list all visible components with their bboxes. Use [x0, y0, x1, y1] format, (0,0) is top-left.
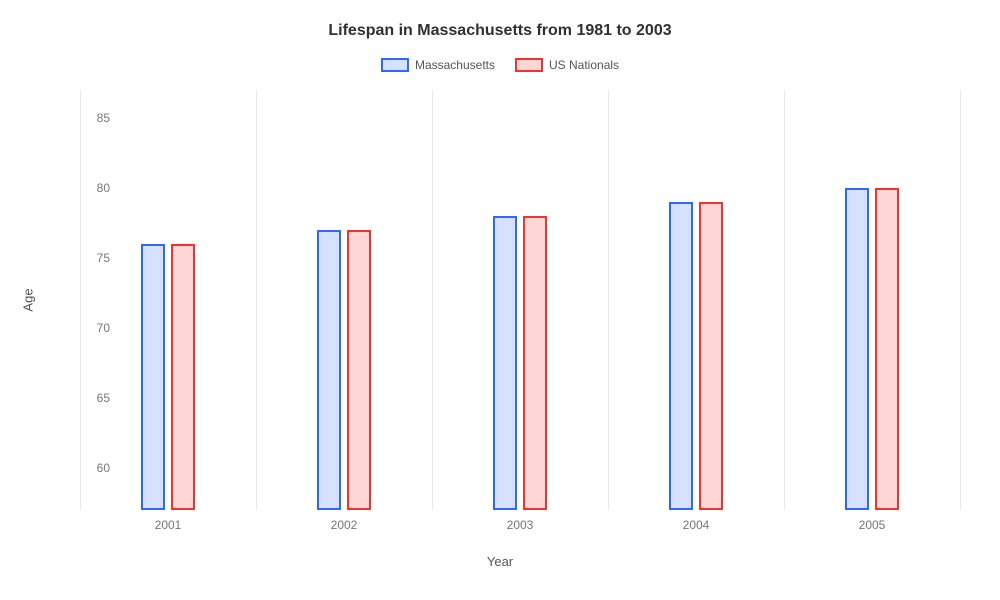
legend-item: US Nationals [515, 58, 619, 72]
y-tick-label: 85 [80, 111, 110, 125]
grid-line [784, 90, 785, 510]
bar [845, 188, 869, 510]
grid-line [256, 90, 257, 510]
bar [347, 230, 371, 510]
grid-line [432, 90, 433, 510]
legend-label: Massachusetts [415, 58, 495, 72]
bar [141, 244, 165, 510]
x-tick-label: 2001 [155, 518, 182, 532]
legend-label: US Nationals [549, 58, 619, 72]
y-axis-label: Age [21, 288, 36, 311]
x-tick-label: 2005 [859, 518, 886, 532]
y-tick-label: 75 [80, 251, 110, 265]
bar [875, 188, 899, 510]
chart-container: Lifespan in Massachusetts from 1981 to 2… [0, 0, 1000, 600]
legend-swatch [381, 58, 409, 72]
chart-title: Lifespan in Massachusetts from 1981 to 2… [0, 22, 1000, 40]
x-tick-label: 2004 [683, 518, 710, 532]
bar [493, 216, 517, 510]
y-tick-label: 60 [80, 461, 110, 475]
bar [699, 202, 723, 510]
grid-line [80, 90, 81, 510]
grid-line [608, 90, 609, 510]
bar [669, 202, 693, 510]
legend-item: Massachusetts [381, 58, 495, 72]
y-tick-label: 70 [80, 321, 110, 335]
x-tick-label: 2002 [331, 518, 358, 532]
legend: Massachusetts US Nationals [0, 58, 1000, 72]
y-tick-label: 65 [80, 391, 110, 405]
y-tick-label: 80 [80, 181, 110, 195]
bar [523, 216, 547, 510]
plot-area [80, 90, 960, 510]
x-tick-label: 2003 [507, 518, 534, 532]
bar [171, 244, 195, 510]
x-axis-label: Year [0, 554, 1000, 569]
grid-line [960, 90, 961, 510]
bar [317, 230, 341, 510]
legend-swatch [515, 58, 543, 72]
